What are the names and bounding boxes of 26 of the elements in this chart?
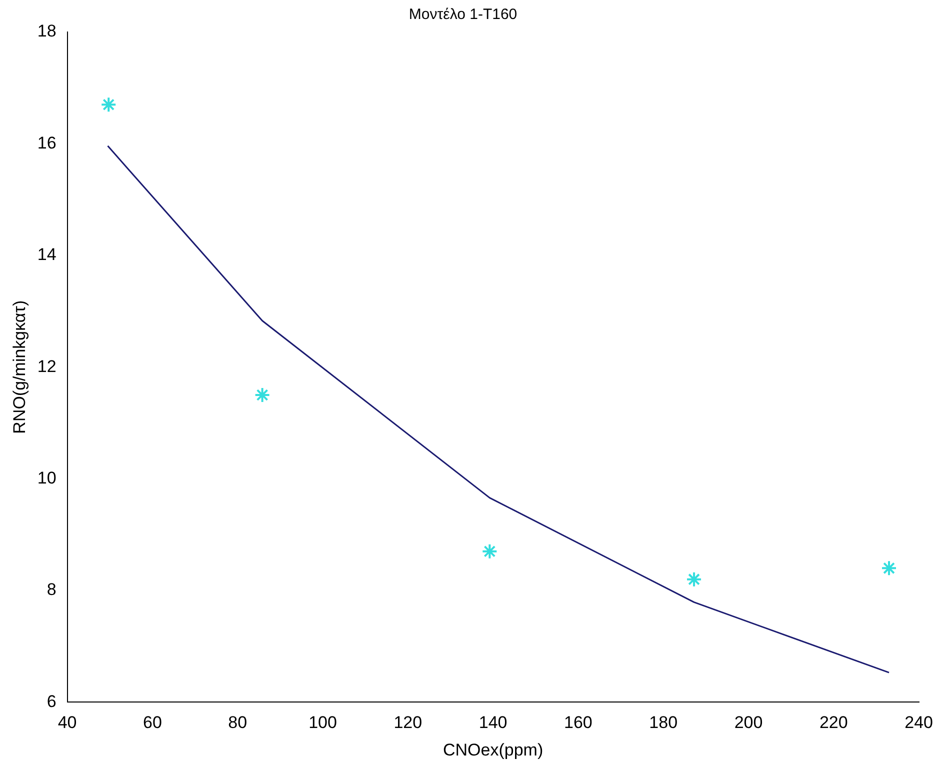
x-tick-label: 100 <box>308 713 337 732</box>
y-tick-label: 10 <box>37 468 56 488</box>
x-axis-title: CNOex(ppm) <box>443 740 544 760</box>
point <box>881 560 898 576</box>
x-tick-label: 140 <box>478 713 508 732</box>
x-tick-label: 220 <box>819 713 848 732</box>
point <box>686 571 702 588</box>
y-tick-label: 16 <box>37 133 56 152</box>
chart-title: Μοντέλο 1-T160 <box>408 6 518 24</box>
x-tick-label: 160 <box>564 713 592 732</box>
point <box>254 387 270 404</box>
y-tick-label: 6 <box>46 692 56 711</box>
x-tick-label: 180 <box>649 713 678 732</box>
x-tick-label: 240 <box>904 713 934 732</box>
y-tick-label: 12 <box>37 356 56 376</box>
point <box>482 543 498 560</box>
x-tick-label: 60 <box>143 713 162 732</box>
y-tick-label: 8 <box>46 580 56 600</box>
x-tick-label: 200 <box>734 713 763 732</box>
x-tick-label: 120 <box>394 713 422 732</box>
y-tick-label: 18 <box>37 22 56 41</box>
x-tick-label: 80 <box>228 713 248 732</box>
x-tick-label: 40 <box>58 713 77 732</box>
y-tick-label: 14 <box>37 245 56 264</box>
point <box>100 96 117 113</box>
y-axis-title: RNO(g/minkgκατ) <box>10 300 29 434</box>
